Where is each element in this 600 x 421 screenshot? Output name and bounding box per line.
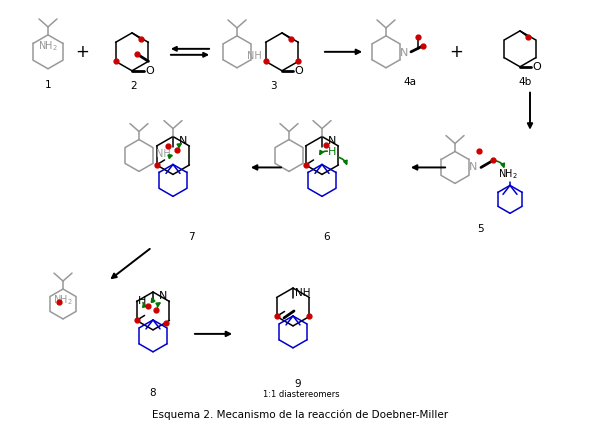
Text: 5: 5	[476, 224, 484, 234]
Text: N: N	[328, 136, 336, 146]
Text: O: O	[295, 66, 304, 76]
Text: NH$_2$: NH$_2$	[38, 39, 58, 53]
Text: N: N	[159, 291, 167, 301]
Text: 1: 1	[44, 80, 52, 90]
Text: 7: 7	[188, 232, 194, 242]
Text: 1:1 diastereomers: 1:1 diastereomers	[263, 390, 340, 399]
Text: +: +	[75, 43, 89, 61]
Text: 9: 9	[295, 379, 301, 389]
Text: 4a: 4a	[404, 77, 416, 87]
Text: 2: 2	[131, 81, 137, 91]
Text: +: +	[449, 43, 463, 61]
Text: N: N	[179, 136, 187, 146]
Text: 4b: 4b	[518, 77, 532, 87]
Text: N: N	[469, 163, 477, 173]
Text: NH$_2$: NH$_2$	[498, 168, 518, 181]
Text: NH: NH	[295, 288, 311, 298]
Text: NH: NH	[155, 149, 170, 160]
Text: 8: 8	[149, 388, 157, 398]
Text: O: O	[146, 66, 154, 76]
Text: Esquema 2. Mecanismo de la reacción de Doebner-Miller: Esquema 2. Mecanismo de la reacción de D…	[152, 409, 448, 420]
Text: 6: 6	[323, 232, 331, 242]
Text: NH$_2$: NH$_2$	[53, 293, 73, 307]
Text: H: H	[328, 147, 336, 157]
Text: O: O	[533, 62, 541, 72]
Text: H: H	[138, 296, 146, 306]
Text: NH: NH	[247, 51, 262, 61]
Text: N: N	[400, 48, 408, 58]
Text: 3: 3	[269, 81, 277, 91]
